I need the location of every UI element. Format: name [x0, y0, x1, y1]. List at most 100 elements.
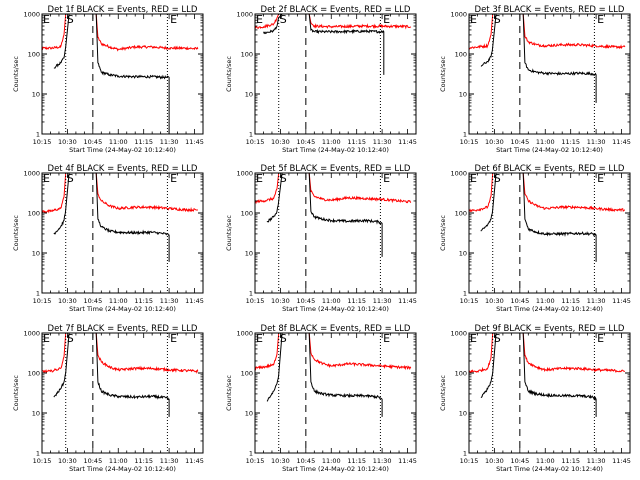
event-marker-label: E — [470, 332, 477, 345]
x-tick-label: 11:15 — [561, 138, 580, 146]
x-tick-label: 11:00 — [322, 297, 341, 305]
x-axis-label: Start Time (24-May-02 10:12:40) — [69, 305, 176, 313]
series-line-lld — [469, 332, 625, 374]
event-marker-label: S — [280, 332, 287, 345]
x-tick-label: 11:45 — [185, 297, 204, 305]
event-marker-label: S — [67, 332, 74, 345]
x-axis-label: Start Time (24-May-02 10:12:40) — [496, 305, 603, 313]
chart-title: Det 3f BLACK = Events, RED = LLD — [475, 5, 625, 15]
series-line-lld — [42, 332, 199, 374]
x-tick-label: 10:30 — [58, 457, 77, 465]
chart-title: Det 5f BLACK = Events, RED = LLD — [261, 164, 411, 174]
plot-area — [469, 13, 626, 103]
event-marker-label: E — [256, 332, 263, 345]
x-tick-label: 11:00 — [322, 457, 341, 465]
y-tick-label: 1 — [463, 131, 467, 139]
event-marker-label: E — [43, 172, 50, 185]
y-tick-label: 100 — [28, 210, 40, 218]
series-line-lld — [42, 13, 199, 52]
x-tick-label: 10:15 — [33, 138, 52, 146]
x-tick-label: 11:15 — [561, 297, 580, 305]
series-line-events — [53, 332, 170, 417]
x-tick-label: 11:30 — [587, 138, 606, 146]
chart-panel: 1 10 100 1000 10:15 10:30 10:45 11:00 11:15 11:30… — [12, 164, 204, 313]
event-marker-label: S — [67, 172, 74, 185]
x-tick-label: 11:00 — [536, 138, 555, 146]
plot-area — [42, 13, 199, 134]
plot-area — [255, 172, 412, 257]
x-tick-label: 10:45 — [296, 138, 315, 146]
x-axis-label: Start Time (24-May-02 10:12:40) — [69, 146, 176, 154]
x-tick-label: 10:30 — [58, 138, 77, 146]
y-tick-label: 10 — [459, 410, 467, 418]
x-tick-label: 10:45 — [296, 457, 315, 465]
x-tick-label: 11:15 — [347, 457, 366, 465]
event-marker-label: E — [470, 172, 477, 185]
series-line-events — [480, 13, 597, 103]
x-tick-label: 11:30 — [160, 138, 179, 146]
series-line-lld — [42, 172, 199, 214]
event-marker-label: E — [256, 13, 263, 26]
axes-frame — [254, 172, 417, 294]
x-tick-label: 10:45 — [83, 457, 102, 465]
x-tick-label: 11:15 — [134, 138, 153, 146]
series-line-lld — [469, 13, 626, 50]
y-axis-label: Counts/sec — [12, 56, 20, 92]
plot-area — [469, 332, 625, 417]
x-tick-label: 10:30 — [485, 138, 504, 146]
x-tick-label: 11:45 — [612, 457, 631, 465]
y-tick-label: 1 — [36, 131, 40, 139]
chart-panel: 1 10 100 1000 10:15 10:30 10:45 11:00 11:15 11:30… — [439, 164, 631, 313]
x-tick-label: 10:45 — [510, 297, 529, 305]
x-tick-label: 10:45 — [83, 138, 102, 146]
x-axis-label: Start Time (24-May-02 10:12:40) — [282, 465, 389, 473]
axes-frame — [468, 332, 631, 454]
x-tick-label: 10:15 — [460, 138, 479, 146]
x-tick-label: 11:00 — [322, 138, 341, 146]
event-marker-label: E — [170, 172, 177, 185]
y-tick-label: 1 — [463, 450, 467, 458]
chart-title: Det 1f BLACK = Events, RED = LLD — [48, 5, 198, 15]
y-tick-label: 10 — [245, 410, 253, 418]
y-tick-label: 1 — [36, 450, 40, 458]
y-tick-label: 100 — [241, 51, 253, 59]
y-axis-label: Counts/sec — [225, 56, 233, 92]
y-tick-label: 1000 — [236, 11, 253, 19]
x-axis-label: Start Time (24-May-02 10:12:40) — [69, 465, 176, 473]
y-tick-label: 1000 — [450, 330, 467, 338]
series-line-events — [480, 172, 597, 262]
x-tick-label: 11:45 — [398, 457, 417, 465]
y-tick-label: 100 — [241, 210, 253, 218]
series-line-events — [263, 13, 385, 75]
event-marker-label: E — [170, 332, 177, 345]
plot-area — [42, 172, 199, 262]
y-tick-label: 10 — [459, 91, 467, 99]
event-marker-label: S — [494, 13, 501, 26]
chart-title: Det 2f BLACK = Events, RED = LLD — [261, 5, 411, 15]
axes-frame — [468, 13, 631, 135]
y-tick-label: 1 — [249, 131, 253, 139]
y-tick-label: 1000 — [450, 11, 467, 19]
x-axis-label: Start Time (24-May-02 10:12:40) — [282, 305, 389, 313]
y-tick-label: 1 — [249, 450, 253, 458]
axes-frame — [254, 332, 417, 454]
y-tick-label: 1000 — [236, 170, 253, 178]
y-tick-label: 10 — [459, 250, 467, 258]
y-tick-label: 1000 — [23, 11, 40, 19]
x-axis-label: Start Time (24-May-02 10:12:40) — [496, 146, 603, 154]
chart-panel: 1 10 100 1000 10:15 10:30 10:45 11:00 11:15 11:30… — [12, 324, 204, 473]
y-tick-label: 10 — [32, 410, 40, 418]
x-tick-label: 10:15 — [460, 297, 479, 305]
x-tick-label: 10:15 — [246, 457, 265, 465]
event-marker-label: E — [470, 13, 477, 26]
x-tick-label: 10:30 — [485, 297, 504, 305]
event-marker-label: E — [256, 172, 263, 185]
x-tick-label: 11:45 — [612, 297, 631, 305]
x-tick-label: 11:15 — [347, 297, 366, 305]
chart-panel: 1 10 100 1000 10:15 10:30 10:45 11:00 11:15 11:30… — [439, 5, 631, 154]
x-axis-label: Start Time (24-May-02 10:12:40) — [496, 465, 603, 473]
y-axis-label: Counts/sec — [12, 215, 20, 251]
event-marker-label: E — [383, 13, 390, 26]
y-tick-label: 100 — [28, 370, 40, 378]
